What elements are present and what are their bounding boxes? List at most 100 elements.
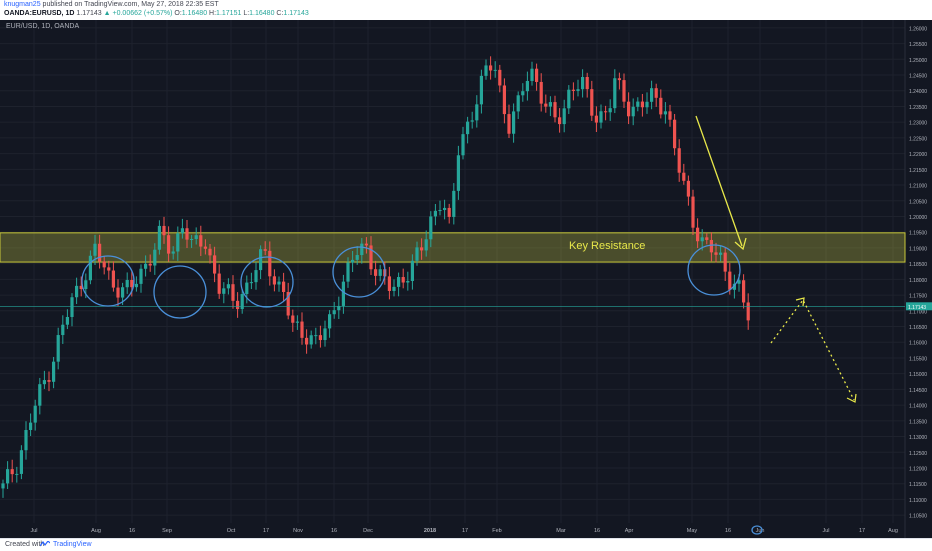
down-trend-arrow-head: [734, 237, 747, 251]
candle-body-up: [424, 239, 428, 251]
candle-body-up: [461, 134, 465, 156]
candle-body-down: [696, 227, 700, 242]
candle-body-up: [576, 89, 580, 91]
footer-brand-link[interactable]: TradingView: [53, 541, 92, 548]
y-tick-label: 1.14000: [909, 404, 927, 410]
projection-arrow-head-down: [846, 393, 857, 403]
y-tick-label: 1.19000: [909, 246, 927, 252]
candle-body-down: [401, 277, 405, 283]
y-tick-label: 1.24500: [909, 74, 927, 80]
candle-body-up: [38, 384, 42, 406]
candle-body-up: [525, 80, 529, 92]
candle-body-up: [190, 238, 194, 240]
candle-body-up: [19, 450, 23, 474]
candle-body-up: [42, 380, 46, 385]
x-tick-label: 16: [594, 528, 600, 534]
candle-body-up: [171, 251, 175, 254]
x-tick-label: Apr: [625, 528, 634, 534]
candle-body-down: [709, 239, 713, 253]
candle-body-up: [479, 75, 483, 105]
candle-body-up: [475, 104, 479, 121]
candle-body-down: [489, 65, 493, 71]
low-value: 1.16480: [249, 10, 275, 17]
candle-body-down: [553, 102, 557, 118]
candle-body-down: [691, 196, 695, 228]
candle-body-down: [231, 284, 235, 301]
candle-body-up: [433, 210, 437, 217]
candle-body-down: [714, 252, 718, 255]
candle-body-up: [144, 263, 148, 269]
footer: Created with TradingView: [0, 538, 932, 551]
candle-body-up: [341, 281, 345, 306]
y-tick-label: 1.20500: [909, 199, 927, 205]
close-value: 1.17143: [283, 10, 309, 17]
candle-body-up: [194, 235, 198, 239]
candle-body-up: [125, 279, 129, 288]
y-tick-label: 1.11500: [909, 482, 927, 488]
y-tick-label: 1.11000: [909, 498, 927, 504]
chart-area[interactable]: 1.26000 1.25500 1.25000 1.24500 1.24000 1.235…: [0, 20, 932, 538]
candle-body-up: [75, 285, 79, 298]
candle-body-up: [512, 111, 516, 134]
candle-body-up: [351, 259, 355, 263]
candle-body-up: [180, 228, 184, 234]
x-tick-label: 16: [331, 528, 337, 534]
candle-body-down: [742, 280, 746, 303]
candle-body-up: [84, 280, 88, 290]
candle-body-up: [530, 68, 534, 81]
x-tick-label: 17: [462, 528, 468, 534]
candle-body-up: [645, 101, 649, 108]
candle-body-down: [617, 78, 621, 81]
candle-body-down: [746, 302, 750, 321]
y-tick-label: 1.12000: [909, 466, 927, 472]
candle-body-down: [148, 263, 152, 266]
candle-body-up: [15, 473, 19, 475]
candle-body-up: [470, 120, 474, 122]
candle-body-up: [226, 284, 230, 289]
key-resistance-zone: [0, 232, 906, 263]
candle-body-up: [406, 280, 410, 283]
candle-body-up: [314, 335, 318, 337]
candle-body-up: [355, 255, 359, 260]
y-tick-label: 1.13000: [909, 435, 927, 441]
candle-body-up: [33, 405, 37, 423]
candle-body-down: [305, 337, 309, 345]
candle-body-up: [493, 69, 497, 71]
candle-body-down: [654, 88, 658, 98]
candle-body-down: [47, 380, 51, 382]
candle-body-down: [627, 101, 631, 117]
candle-body-down: [102, 261, 106, 268]
candle-body-up: [61, 324, 65, 336]
candle-body-down: [130, 279, 134, 288]
high-value: 1.17151: [216, 10, 242, 17]
candle-body-down: [364, 243, 368, 246]
x-tick-label: Mar: [556, 528, 566, 534]
candle-body-up: [332, 310, 336, 315]
candle-body-up: [415, 247, 419, 261]
candle-body-down: [535, 68, 539, 82]
candle-body-down: [682, 172, 686, 181]
tradingview-logo-icon: [40, 541, 50, 547]
candle-body-up: [65, 316, 69, 325]
close-label: C:: [276, 10, 284, 17]
candle-body-up: [567, 89, 571, 109]
y-tick-label: 1.18500: [909, 262, 927, 268]
candle-body-up: [636, 101, 640, 107]
candle-body-up: [249, 282, 253, 284]
candle-body-down: [98, 243, 102, 262]
candle-body-up: [360, 243, 364, 256]
x-tick-label: Jul: [822, 528, 829, 534]
x-tick-label: Jul: [30, 528, 37, 534]
x-tick-label: Nov: [293, 528, 303, 534]
y-tick-label: 1.17500: [909, 294, 927, 300]
candle-body-down: [185, 228, 189, 240]
candle-body-up: [608, 108, 612, 113]
author-link[interactable]: knugman25: [4, 1, 41, 8]
y-tick-label: 1.24000: [909, 89, 927, 95]
candle-body-up: [29, 422, 33, 431]
candle-body-down: [571, 89, 575, 91]
candle-body-down: [723, 252, 727, 272]
y-tick-label: 1.21000: [909, 184, 927, 190]
candle-body-up: [88, 255, 92, 281]
chart-canvas[interactable]: 1.26000 1.25500 1.25000 1.24500 1.24000 1.235…: [0, 20, 932, 538]
